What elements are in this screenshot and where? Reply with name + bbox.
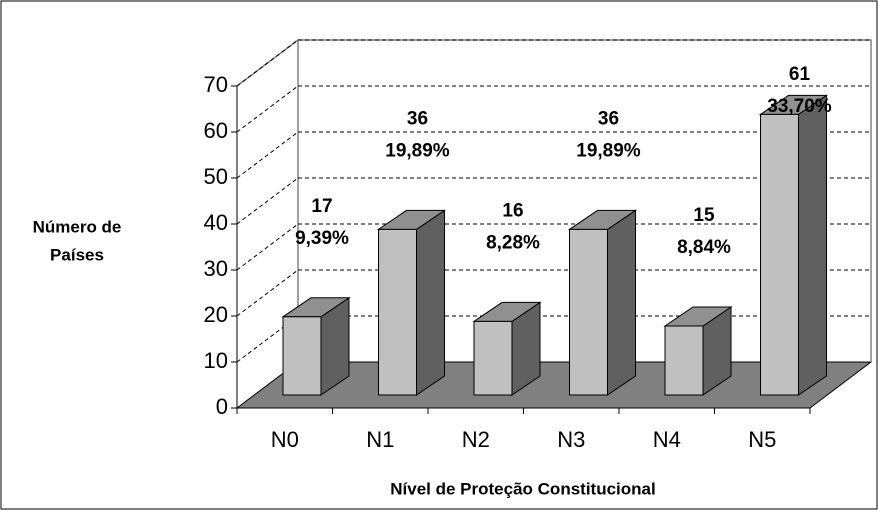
- y-tick-label: 20: [204, 302, 228, 327]
- bar-side: [798, 94, 827, 396]
- value-label: 15: [693, 205, 715, 226]
- y-tick-label: 70: [204, 72, 228, 97]
- x-tick-label: N5: [748, 427, 776, 452]
- value-label: 16: [502, 200, 523, 221]
- bar: [473, 320, 513, 396]
- bar: [569, 228, 608, 396]
- y-axis-title: Número de: [33, 217, 122, 236]
- value-label: 17: [311, 196, 332, 217]
- y-tick-label: 10: [204, 348, 228, 373]
- percent-label: 9,39%: [295, 228, 349, 249]
- percent-label: 8,84%: [677, 237, 731, 258]
- back-wall: [297, 39, 872, 362]
- x-tick-label: N1: [366, 427, 394, 452]
- grid-line: [236, 269, 299, 317]
- bar-side: [607, 209, 636, 396]
- grid-line: [236, 131, 299, 179]
- bar: [664, 325, 704, 396]
- y-tick-label: 60: [204, 118, 228, 143]
- grid-line: [236, 223, 299, 271]
- y-tick-label: 40: [204, 210, 228, 235]
- percent-label: 33,70%: [767, 96, 832, 117]
- y-tick-label: 50: [204, 164, 228, 189]
- percent-label: 19,89%: [385, 140, 450, 161]
- bar: [282, 316, 322, 396]
- bar: [378, 228, 417, 396]
- bar: [760, 113, 799, 396]
- x-tick-label: N3: [557, 427, 585, 452]
- bar-side: [416, 209, 445, 396]
- value-label: 36: [598, 108, 619, 129]
- percent-label: 8,28%: [486, 232, 540, 253]
- value-label: 61: [789, 64, 811, 85]
- y-tick-label: 0: [216, 394, 228, 419]
- grid-line: [236, 85, 299, 133]
- value-label: 36: [407, 108, 428, 129]
- y-axis-title: Países: [50, 245, 104, 264]
- grid-line: [236, 177, 299, 225]
- x-axis-title: Nível de Proteção Constitucional: [390, 479, 655, 498]
- x-tick-label: N0: [271, 427, 299, 452]
- percent-label: 19,89%: [576, 140, 641, 161]
- grid-line: [236, 39, 299, 87]
- x-tick-label: N4: [653, 427, 681, 452]
- x-tick-label: N2: [462, 427, 490, 452]
- y-tick-label: 30: [204, 256, 228, 281]
